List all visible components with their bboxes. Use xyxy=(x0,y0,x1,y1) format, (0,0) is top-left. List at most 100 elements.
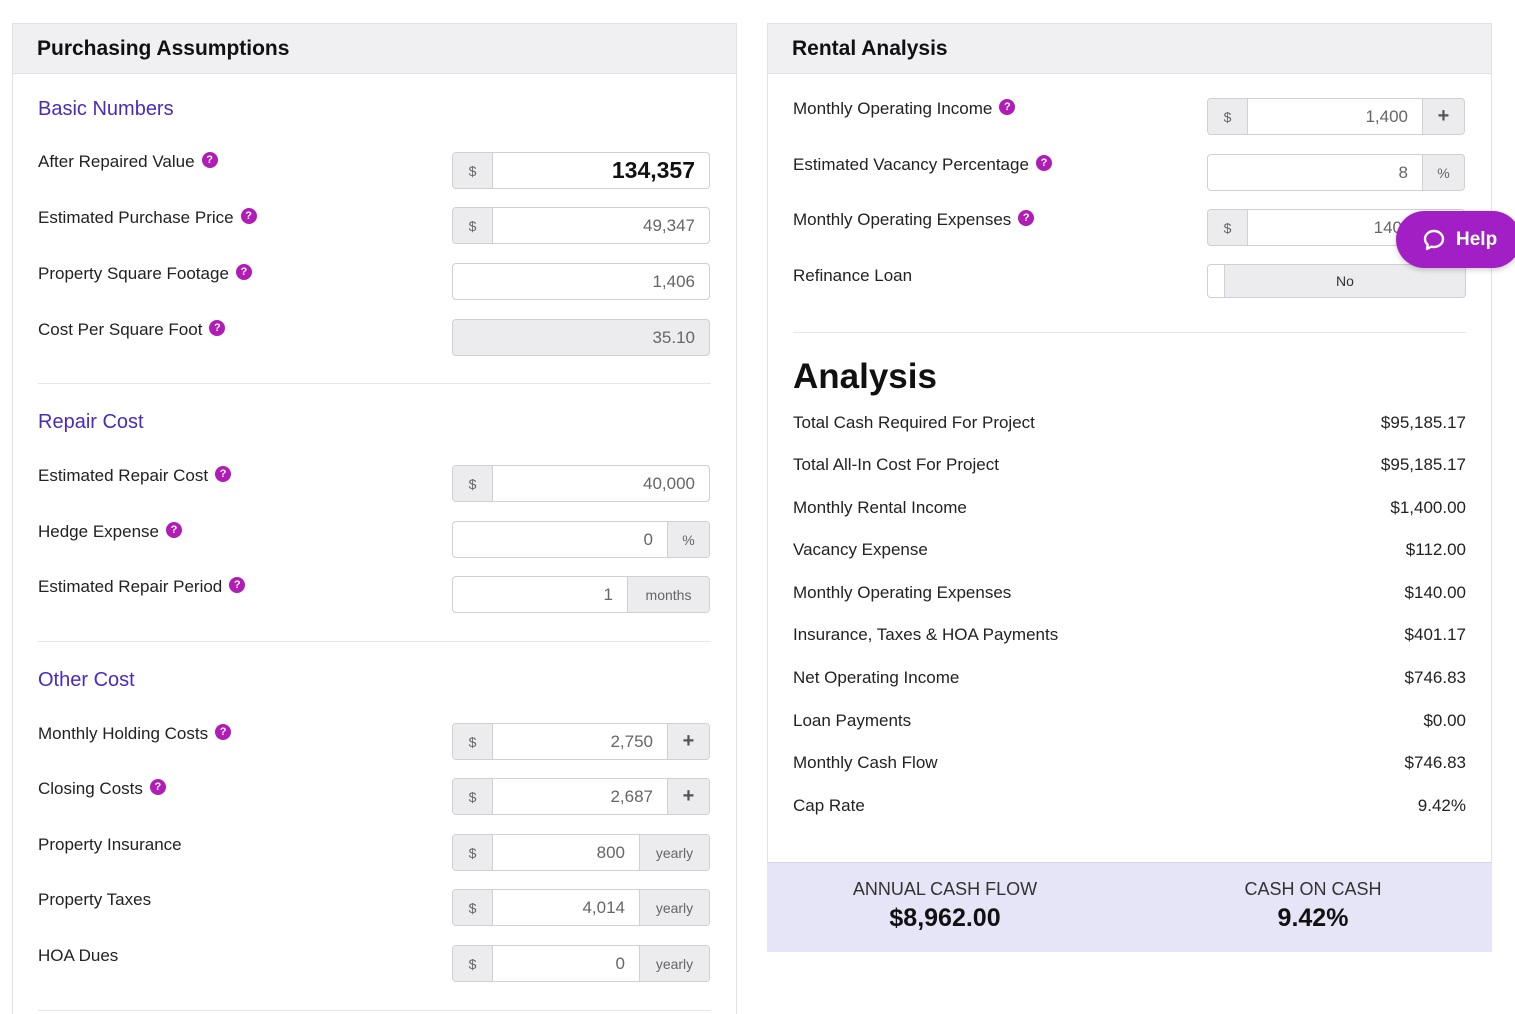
arv-input[interactable]: 134,357 xyxy=(611,157,695,183)
hedge-field[interactable]: 0 % xyxy=(452,521,710,558)
purchase-price-label: Estimated Purchase Price? xyxy=(38,208,257,228)
repair-period-field[interactable]: 1 months xyxy=(452,576,710,613)
divider xyxy=(38,383,711,384)
add-income-button[interactable]: + xyxy=(1422,99,1464,134)
closing-costs-input[interactable]: 2,687 xyxy=(610,786,653,806)
section-title-other: Other Cost xyxy=(38,669,135,691)
repair-cost-input[interactable]: 40,000 xyxy=(643,473,695,493)
taxes-label: Property Taxes xyxy=(38,890,152,909)
section-title-basic: Basic Numbers xyxy=(38,98,174,120)
help-icon[interactable]: ? xyxy=(165,522,182,538)
help-icon[interactable]: ? xyxy=(201,152,218,168)
refinance-toggle[interactable]: No xyxy=(1207,264,1466,298)
operating-income-label: Monthly Operating Income? xyxy=(793,99,1016,119)
operating-income-input[interactable]: 1,400 xyxy=(1365,106,1408,126)
operating-expenses-label: Monthly Operating Expenses? xyxy=(793,210,1035,230)
percent-suffix: % xyxy=(1422,155,1464,190)
purchase-price-input[interactable]: 49,347 xyxy=(643,215,695,235)
help-icon[interactable]: ? xyxy=(149,779,166,795)
yearly-suffix: yearly xyxy=(639,890,709,925)
vacancy-label: Estimated Vacancy Percentage? xyxy=(793,155,1052,175)
operating-income-field[interactable]: $ 1,400 + xyxy=(1207,98,1465,135)
insurance-input[interactable]: 800 xyxy=(596,842,625,862)
repair-period-input[interactable]: 1 xyxy=(603,584,613,604)
hoa-label: HOA Dues xyxy=(38,946,119,965)
dollar-prefix: $ xyxy=(453,724,493,759)
analysis-row: Vacancy Expense $112.00 xyxy=(793,540,1466,559)
hoa-input[interactable]: 0 xyxy=(615,953,625,973)
help-icon[interactable]: ? xyxy=(215,466,232,482)
vacancy-field[interactable]: 8 % xyxy=(1207,154,1465,191)
repair-cost-label: Estimated Repair Cost? xyxy=(38,466,232,486)
help-icon[interactable]: ? xyxy=(215,724,232,740)
help-icon[interactable]: ? xyxy=(1018,210,1035,226)
help-icon[interactable]: ? xyxy=(1035,155,1052,171)
section-title-repair: Repair Cost xyxy=(38,411,144,433)
closing-costs-field[interactable]: $ 2,687 + xyxy=(452,778,710,815)
panel-title: Rental Analysis xyxy=(768,24,1491,74)
holding-costs-label: Monthly Holding Costs? xyxy=(38,724,232,744)
annual-cash-flow: ANNUAL CASH FLOW $8,962.00 xyxy=(845,879,1045,933)
help-icon[interactable]: ? xyxy=(999,99,1016,115)
annual-cash-flow-value: $8,962.00 xyxy=(889,904,1001,932)
help-icon[interactable]: ? xyxy=(209,320,226,336)
add-closing-cost-button[interactable]: + xyxy=(667,779,709,814)
insurance-label: Property Insurance xyxy=(38,835,182,854)
hedge-label: Hedge Expense? xyxy=(38,522,182,542)
repair-period-label: Estimated Repair Period? xyxy=(38,577,246,597)
taxes-field[interactable]: $ 4,014 yearly xyxy=(452,889,710,926)
analysis-row: Total All-In Cost For Project $95,185.17 xyxy=(793,455,1466,474)
hoa-field[interactable]: $ 0 yearly xyxy=(452,945,710,982)
dollar-prefix: $ xyxy=(453,779,493,814)
taxes-input[interactable]: 4,014 xyxy=(582,897,625,917)
help-button[interactable]: Help xyxy=(1396,211,1515,268)
cash-on-cash-value: 9.42% xyxy=(1277,904,1349,932)
divider xyxy=(38,1010,711,1011)
dollar-prefix: $ xyxy=(453,946,493,981)
holding-costs-input[interactable]: 2,750 xyxy=(610,731,653,751)
arv-field[interactable]: $ 134,357 xyxy=(452,152,710,189)
help-icon[interactable]: ? xyxy=(229,577,246,593)
dollar-prefix: $ xyxy=(453,208,493,243)
repair-cost-field[interactable]: $ 40,000 xyxy=(452,465,710,502)
divider xyxy=(793,332,1466,333)
hedge-input[interactable]: 0 xyxy=(643,529,653,549)
sqft-input[interactable]: 1,406 xyxy=(652,271,695,291)
refinance-value: No xyxy=(1336,273,1354,289)
cost-per-sqft-field: 35.10 xyxy=(452,319,710,356)
cost-per-sqft-value: 35.10 xyxy=(652,327,695,347)
dollar-prefix: $ xyxy=(453,835,493,870)
help-label: Help xyxy=(1456,228,1498,250)
analysis-row: Loan Payments $0.00 xyxy=(793,711,1466,730)
annual-cash-flow-label: ANNUAL CASH FLOW xyxy=(852,879,1038,899)
analysis-row: Monthly Cash Flow $746.83 xyxy=(793,753,1466,772)
chat-bubble-icon xyxy=(1423,229,1445,250)
help-icon[interactable]: ? xyxy=(240,208,257,224)
analysis-row: Monthly Rental Income $1,400.00 xyxy=(793,498,1466,517)
cash-on-cash: CASH ON CASH 9.42% xyxy=(1213,879,1413,933)
analysis-row: Cap Rate 9.42% xyxy=(793,796,1466,815)
vacancy-input[interactable]: 8 xyxy=(1398,162,1408,182)
add-holding-cost-button[interactable]: + xyxy=(667,724,709,759)
dollar-prefix: $ xyxy=(1208,99,1248,134)
holding-costs-field[interactable]: $ 2,750 + xyxy=(452,723,710,760)
operating-expenses-input[interactable]: 140 xyxy=(1373,217,1402,237)
percent-suffix: % xyxy=(667,522,709,557)
cash-on-cash-label: CASH ON CASH xyxy=(1244,879,1382,899)
analysis-row: Net Operating Income $746.83 xyxy=(793,668,1466,687)
insurance-field[interactable]: $ 800 yearly xyxy=(452,834,710,871)
toggle-knob[interactable] xyxy=(1208,265,1225,297)
refinance-label: Refinance Loan xyxy=(793,266,913,285)
closing-costs-label: Closing Costs? xyxy=(38,779,166,799)
dollar-prefix: $ xyxy=(1208,210,1248,245)
yearly-suffix: yearly xyxy=(639,946,709,981)
cost-per-sqft-label: Cost Per Square Foot? xyxy=(38,320,226,340)
analysis-row: Total Cash Required For Project $95,185.1… xyxy=(793,413,1466,432)
purchase-price-field[interactable]: $ 49,347 xyxy=(452,207,710,244)
dollar-prefix: $ xyxy=(453,153,493,188)
divider xyxy=(38,641,711,642)
dollar-prefix: $ xyxy=(453,890,493,925)
help-icon[interactable]: ? xyxy=(235,264,252,280)
analysis-row: Monthly Operating Expenses $140.00 xyxy=(793,583,1466,602)
sqft-field[interactable]: 1,406 xyxy=(452,263,710,300)
